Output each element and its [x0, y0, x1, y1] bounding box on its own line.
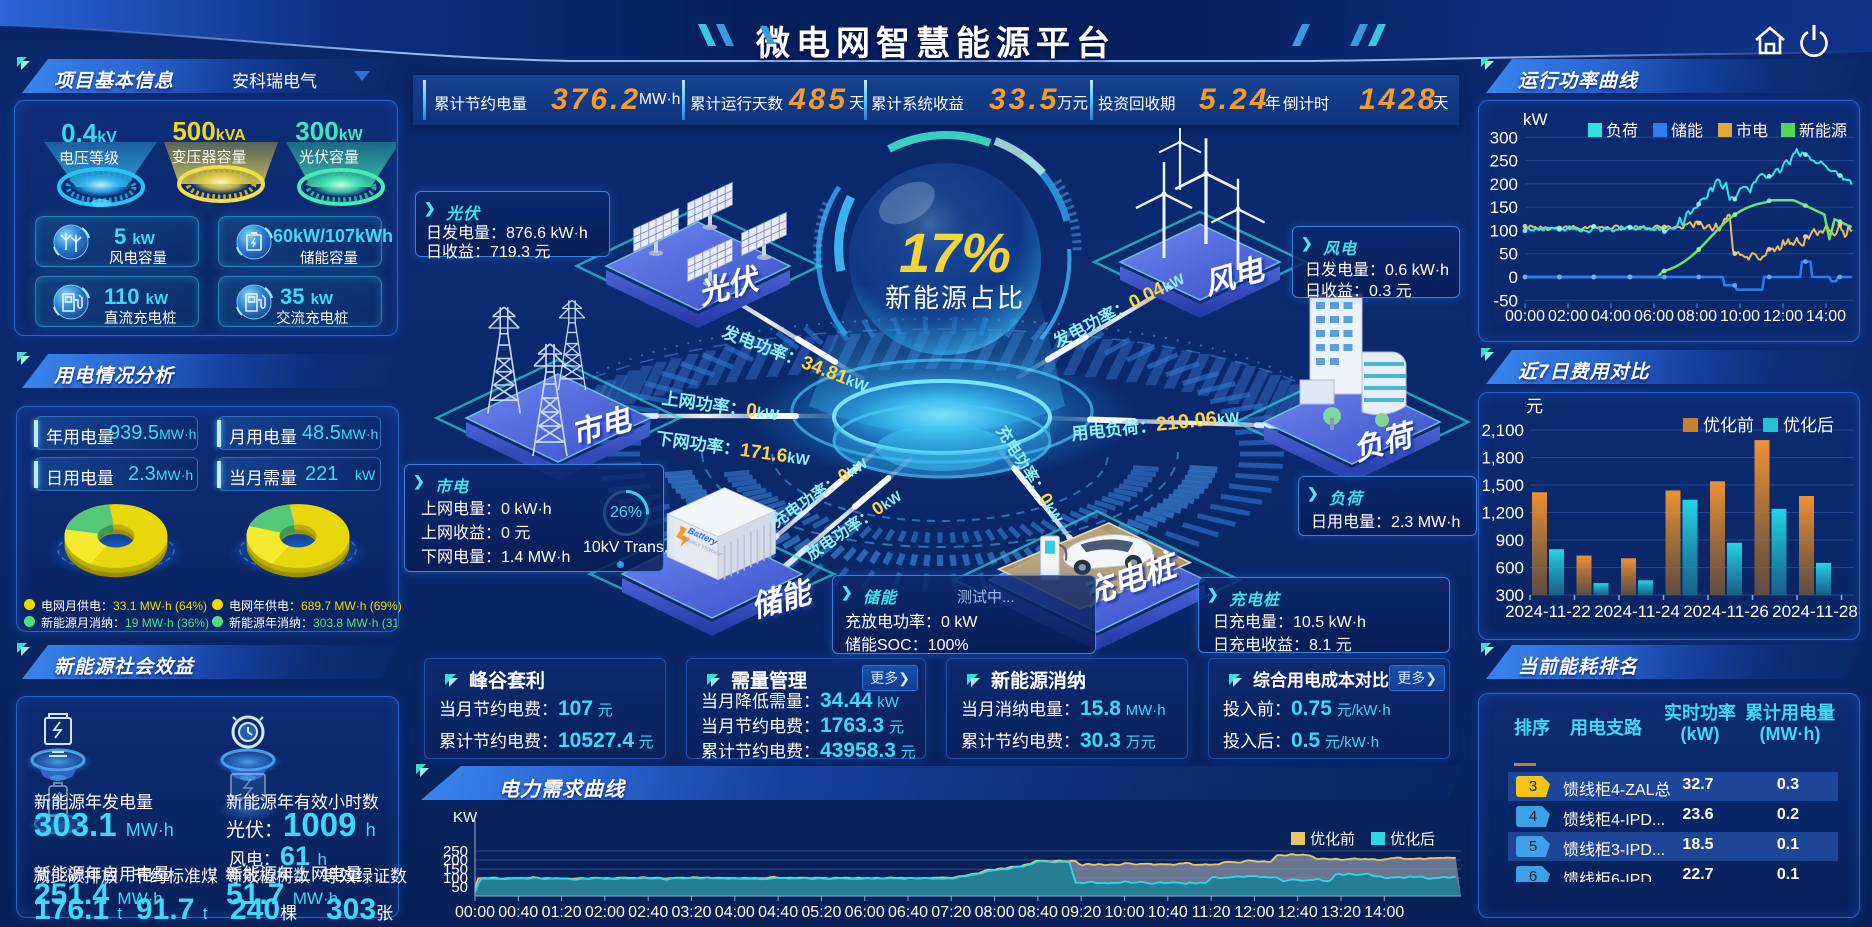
svg-text:00:00: 00:00 — [1505, 308, 1545, 325]
svg-text:0: 0 — [1509, 268, 1518, 287]
svg-text:150: 150 — [1490, 198, 1518, 217]
svg-text:14:00: 14:00 — [1806, 308, 1846, 325]
svg-text:08:00: 08:00 — [1677, 308, 1717, 325]
svg-text:200: 200 — [1490, 175, 1518, 194]
svg-text:04:00: 04:00 — [1591, 308, 1631, 325]
svg-text:10:00: 10:00 — [1720, 308, 1760, 325]
svg-text:02:40: 02:40 — [628, 904, 668, 921]
svg-text:600: 600 — [1496, 559, 1524, 578]
svg-text:1,800: 1,800 — [1481, 449, 1524, 468]
svg-text:200: 200 — [443, 852, 468, 869]
svg-text:优化后: 优化后 — [1783, 416, 1834, 435]
svg-text:11:20: 11:20 — [1192, 904, 1231, 921]
svg-text:市电: 市电 — [1736, 122, 1768, 140]
svg-text:50: 50 — [451, 879, 468, 896]
svg-text:10:40: 10:40 — [1148, 904, 1188, 921]
svg-text:06:40: 06:40 — [888, 904, 928, 921]
svg-text:-50: -50 — [1493, 291, 1518, 310]
svg-text:元: 元 — [1526, 397, 1543, 416]
svg-text:100: 100 — [443, 870, 468, 887]
svg-text:06:00: 06:00 — [1634, 308, 1674, 325]
svg-text:优化后: 优化后 — [1390, 831, 1435, 848]
svg-text:08:00: 08:00 — [975, 904, 1015, 921]
svg-text:00:00: 00:00 — [455, 904, 495, 921]
svg-text:12:00: 12:00 — [1763, 308, 1803, 325]
svg-text:优化前: 优化前 — [1703, 416, 1754, 435]
svg-text:09:20: 09:20 — [1061, 904, 1101, 921]
svg-text:10:00: 10:00 — [1104, 904, 1144, 921]
svg-text:新能源: 新能源 — [1799, 122, 1847, 140]
svg-text:900: 900 — [1496, 531, 1524, 550]
svg-text:02:00: 02:00 — [585, 904, 625, 921]
svg-text:07:20: 07:20 — [931, 904, 971, 921]
svg-text:250: 250 — [443, 843, 468, 860]
svg-text:1,200: 1,200 — [1481, 504, 1524, 523]
svg-text:2024-11-22: 2024-11-22 — [1505, 602, 1591, 621]
svg-text:2024-11-28: 2024-11-28 — [1772, 602, 1858, 621]
svg-text:2024-11-26: 2024-11-26 — [1683, 602, 1769, 621]
svg-text:02:00: 02:00 — [1548, 308, 1588, 325]
svg-text:13:20: 13:20 — [1321, 904, 1361, 921]
svg-text:kW: kW — [1523, 110, 1548, 129]
svg-text:300: 300 — [1496, 586, 1524, 605]
svg-text:00:40: 00:40 — [498, 904, 538, 921]
svg-text:14:00: 14:00 — [1364, 904, 1404, 921]
svg-text:03:20: 03:20 — [671, 904, 711, 921]
svg-text:1,500: 1,500 — [1481, 476, 1524, 495]
svg-text:300: 300 — [1490, 128, 1518, 147]
svg-text:01:20: 01:20 — [542, 904, 582, 921]
svg-text:优化前: 优化前 — [1310, 831, 1355, 848]
svg-text:负荷: 负荷 — [1606, 122, 1638, 140]
svg-text:08:40: 08:40 — [1018, 904, 1058, 921]
svg-text:2,100: 2,100 — [1481, 421, 1524, 440]
svg-text:100: 100 — [1490, 221, 1518, 240]
svg-text:12:40: 12:40 — [1278, 904, 1318, 921]
svg-text:储能: 储能 — [1671, 122, 1703, 140]
svg-text:2024-11-24: 2024-11-24 — [1594, 602, 1680, 621]
svg-text:KW: KW — [453, 809, 478, 826]
svg-text:06:00: 06:00 — [845, 904, 885, 921]
svg-text:250: 250 — [1490, 152, 1518, 171]
svg-text:50: 50 — [1499, 245, 1518, 264]
svg-text:150: 150 — [443, 861, 468, 878]
svg-text:12:00: 12:00 — [1234, 904, 1274, 921]
svg-text:04:00: 04:00 — [715, 904, 755, 921]
svg-text:05:20: 05:20 — [801, 904, 841, 921]
svg-text:04:40: 04:40 — [758, 904, 798, 921]
